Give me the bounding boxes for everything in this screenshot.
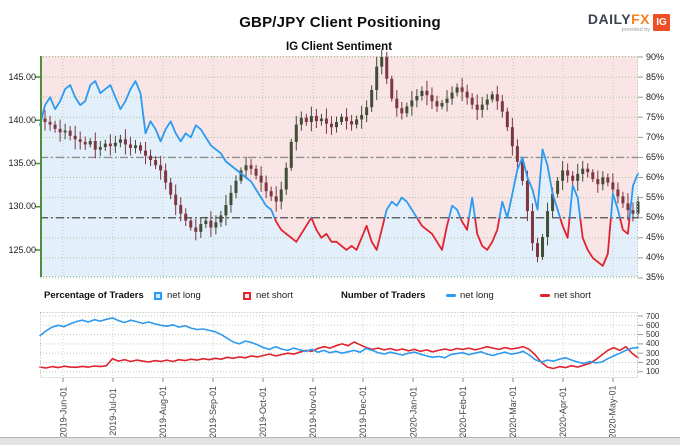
date-tick-label: 2019-Aug-01 [157,385,168,439]
percent-tick-label: 35% [646,272,665,283]
percent-tick-label: 75% [646,111,665,122]
percent-tick-label: 65% [646,151,665,162]
legend-count-long-swatch [446,288,456,303]
legend-count-long-label: net long [460,290,494,301]
net-short-square-icon [243,291,251,300]
dailyfx-logo: DAILYFX provided by IG [588,12,670,33]
price-tick-label: 130.00 [8,201,36,212]
count-tick-label: 400 [646,339,660,349]
percent-tick-label: 50% [646,212,665,223]
date-tick-label: 2019-Jul-01 [108,388,118,436]
percent-tick-label: 60% [646,172,665,183]
date-tick-label: 2019-Sep-01 [207,385,218,439]
legend-net-long-swatch [154,288,162,303]
price-tick-label: 125.00 [8,244,36,255]
count-tick-label: 600 [646,320,660,330]
legend-net-short-label: net short [256,290,293,301]
date-tick-label: 2019-Jun-01 [57,386,68,438]
date-tick-label: 2020-Mar-01 [508,386,518,438]
date-tick-label: 2019-Oct-01 [258,386,268,438]
date-tick-label: 2020-Jan-01 [407,386,418,438]
count-tick-label: 100 [646,367,660,377]
date-tick-label: 2020-Apr-01 [557,386,568,438]
count-tick-label: 200 [646,357,660,367]
net-long-square-icon [154,291,162,300]
page-title: GBP/JPY Client Positioning [239,14,441,31]
date-tick-label: 2019-Nov-01 [308,385,318,439]
count-tick-label: 300 [646,348,660,358]
date-tick-label: 2020-Feb-01 [457,386,468,438]
percent-tick-label: 45% [646,232,665,243]
legend-count-short-label: net short [554,290,591,301]
legend-net-long-label: net long [167,290,201,301]
ig-logo: IG [653,14,670,31]
percent-tick-label: 70% [646,131,665,142]
percent-tick-label: 90% [646,51,665,62]
legend-number-title: Number of Traders [341,290,426,301]
provided-by-text: provided by [621,27,650,33]
sentiment-price-chart [35,49,643,279]
count-tick-label: 500 [646,330,660,340]
percent-tick-label: 55% [646,192,665,203]
price-tick-label: 135.00 [8,158,36,168]
price-tick-label: 145.00 [8,71,36,82]
percent-tick-label: 80% [646,91,665,102]
chart-title: IG Client Sentiment [285,41,393,53]
date-tick-label: 2019-Dec-01 [358,385,368,439]
price-tick-label: 140.00 [8,114,36,125]
chart-legend: Percentage of Traders net long net short… [0,288,680,303]
legend-count-short-swatch [540,288,550,303]
count-tick-label: 700 [646,311,660,321]
bottom-divider [0,437,680,445]
legend-net-short-swatch [243,288,251,303]
percent-tick-label: 85% [646,71,665,82]
date-tick-label: 2020-May-01 [608,385,618,439]
percent-tick-label: 40% [646,252,665,263]
dailyfx-wordmark: DAILYFX [587,11,650,27]
net-long-dash-icon [446,294,456,297]
trader-count-chart [39,312,643,382]
legend-percentage-title: Percentage of Traders [44,290,144,301]
net-short-dash-icon [540,294,550,297]
